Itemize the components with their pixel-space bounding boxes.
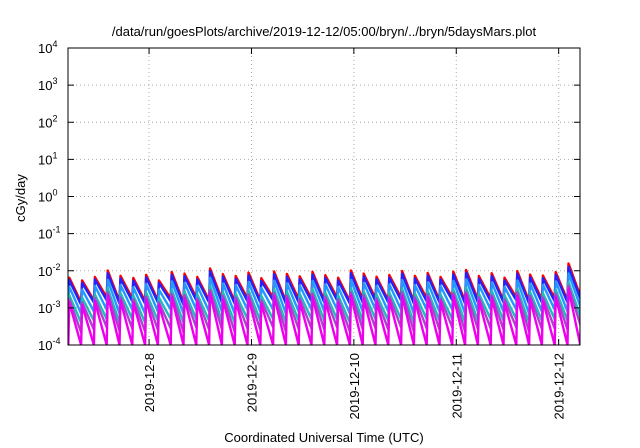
y-axis-ticks: 10-4 10-3 10-2 10-1 100 101 102 103 104 bbox=[38, 39, 580, 353]
x-axis-ticks: 2019-12-8 2019-12-9 2019-12-10 2019-12-11 20… bbox=[142, 48, 567, 420]
x-tick-label: 2019-12-9 bbox=[244, 353, 259, 412]
x-tick-label: 2019-12-8 bbox=[142, 353, 157, 412]
x-tick-label: 2019-12-11 bbox=[449, 353, 464, 419]
y-tick-label: 101 bbox=[38, 150, 57, 167]
series-layer bbox=[68, 262, 580, 345]
y-tick-label: 104 bbox=[38, 39, 57, 56]
x-tick-label: 2019-12-10 bbox=[347, 353, 362, 420]
y-tick-label: 10-4 bbox=[38, 336, 60, 353]
y-tick-label: 10-1 bbox=[38, 225, 60, 242]
y-tick-label: 10-3 bbox=[38, 299, 60, 316]
series-line bbox=[68, 272, 580, 315]
x-axis-label: Coordinated Universal Time (UTC) bbox=[224, 430, 423, 445]
y-tick-label: 102 bbox=[38, 113, 57, 130]
series-line bbox=[68, 265, 580, 307]
y-tick-label: 103 bbox=[38, 76, 57, 93]
chart-title: /data/run/goesPlots/archive/2019-12-12/0… bbox=[112, 24, 537, 39]
series-line bbox=[68, 287, 580, 345]
y-tick-label: 10-2 bbox=[38, 262, 60, 279]
series-line bbox=[68, 280, 580, 324]
x-tick-label: 2019-12-12 bbox=[552, 353, 567, 420]
y-tick-label: 100 bbox=[38, 188, 57, 205]
y-axis-label: cGy/day bbox=[13, 174, 28, 222]
